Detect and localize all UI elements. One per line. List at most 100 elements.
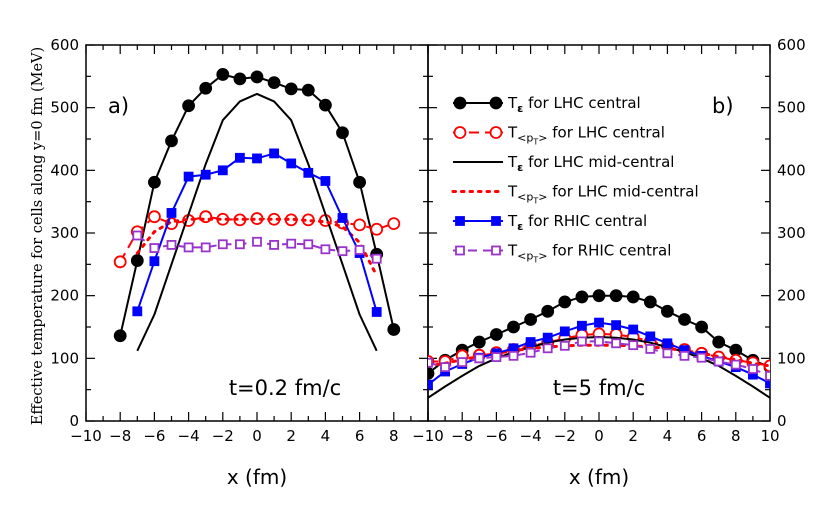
data-point [370, 222, 384, 236]
data-point [132, 306, 143, 317]
data-point [216, 68, 230, 81]
data-point [353, 175, 367, 189]
x-tick-label: 6 [697, 427, 707, 445]
y-tick-label: 400 [50, 161, 79, 179]
data-point [200, 169, 211, 180]
data-point [234, 239, 245, 250]
y-tick-label: 600 [50, 36, 79, 54]
data-point [250, 70, 264, 84]
legend-marker [489, 126, 503, 139]
data-point [336, 126, 349, 140]
data-point [200, 242, 211, 253]
data-point [508, 350, 519, 361]
data-point [149, 243, 160, 253]
data-point [132, 230, 143, 241]
panel-label: a) [108, 94, 129, 118]
data-point [594, 336, 604, 347]
data-point [165, 134, 178, 148]
data-point [286, 158, 297, 169]
y-tick-label: 500 [777, 99, 806, 117]
data-point [428, 379, 433, 390]
data-point [166, 240, 177, 250]
y-tick-label: 0 [69, 412, 79, 430]
data-point [609, 289, 623, 303]
data-point [662, 348, 673, 359]
data-point [147, 210, 161, 224]
y-tick-label: 100 [50, 349, 79, 367]
y-tick-label: 300 [777, 224, 806, 242]
data-point [217, 239, 228, 250]
data-point [320, 244, 331, 255]
data-point [507, 320, 520, 334]
data-point [199, 81, 213, 95]
legend-label: T<pT> for LHC central [507, 124, 665, 147]
data-point [183, 171, 194, 182]
data-point [765, 378, 770, 389]
data-point [525, 347, 536, 358]
data-point [337, 213, 348, 223]
x-tick-label: 8 [389, 427, 399, 445]
data-point [712, 335, 726, 349]
data-point [661, 304, 674, 318]
series-line [136, 152, 378, 313]
data-point [541, 304, 555, 318]
data-point [748, 364, 758, 374]
data-point [525, 337, 536, 347]
legend-label: T<pT> for RHIC central [507, 242, 671, 265]
legend-entry: T<pT> for LHC central [453, 124, 665, 147]
legend-marker [455, 216, 465, 226]
legend-label: Tε for LHC central [507, 94, 641, 115]
data-point [474, 353, 485, 364]
data-point [303, 167, 314, 178]
data-point [645, 344, 656, 354]
data-point [457, 357, 468, 367]
y-tick-label: 300 [50, 224, 79, 242]
x-tick-label: −2 [554, 427, 576, 445]
x-tick-label: 4 [321, 427, 331, 445]
data-point [643, 295, 657, 309]
data-point [628, 324, 639, 335]
x-tick-label: 2 [628, 427, 638, 445]
x-tick-label: −8 [109, 427, 131, 445]
data-point [320, 176, 331, 186]
data-point [217, 165, 228, 176]
data-point [269, 148, 280, 159]
x-axis-label: x (fm) [227, 465, 287, 489]
x-tick-label: 6 [355, 427, 365, 445]
data-point [679, 350, 690, 361]
data-point [387, 323, 401, 336]
data-point [113, 255, 127, 269]
data-point [542, 343, 553, 354]
data-point [354, 245, 365, 255]
x-tick-label: −10 [412, 427, 444, 445]
legend-entry: T<pT> for RHIC central [453, 242, 671, 265]
y-tick-label: 200 [777, 287, 806, 305]
x-tick-label: 4 [663, 427, 673, 445]
legend-label: Tε for LHC mid-central [507, 153, 674, 174]
data-point [166, 208, 177, 218]
series-group [428, 289, 770, 399]
x-tick-label: 8 [731, 427, 741, 445]
legend: Tε for LHC central T<pT> for LHC central T… [451, 94, 699, 265]
time-annotation: t=0.2 fm/c [229, 376, 341, 400]
series-line [428, 340, 770, 377]
data-point [387, 217, 401, 231]
legend-marker [453, 126, 467, 139]
data-point [628, 340, 639, 351]
x-tick-label: 0 [252, 427, 262, 445]
data-point [234, 152, 245, 163]
data-point [594, 317, 604, 328]
data-point [730, 359, 741, 370]
data-point [765, 370, 770, 381]
data-point [645, 331, 656, 342]
data-point [696, 352, 707, 363]
series-group [113, 68, 401, 352]
x-tick-label: −4 [520, 427, 542, 445]
data-point [353, 218, 367, 232]
data-point [252, 153, 262, 164]
data-point [440, 362, 451, 373]
x-tick-label: −10 [70, 427, 102, 445]
legend-entry: Tε for LHC central [453, 94, 641, 115]
